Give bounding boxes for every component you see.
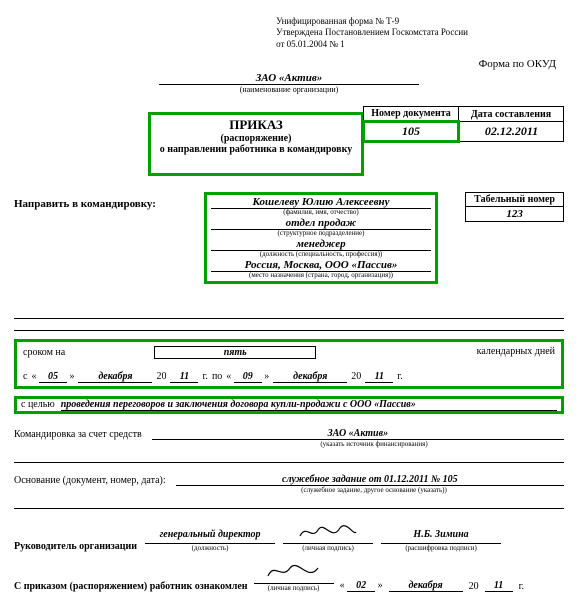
person-department-caption: (структурное подразделение) bbox=[211, 230, 431, 237]
personnel-number-header: Табельный номер bbox=[466, 193, 564, 207]
document-page: Унифицированная форма № Т-9 Утверждена П… bbox=[0, 0, 578, 598]
manager-signature bbox=[283, 522, 373, 544]
funds-extra-line bbox=[14, 462, 564, 463]
purpose-value: проведения переговоров и заключения дого… bbox=[61, 399, 557, 411]
order-title-1: ПРИКАЗ bbox=[151, 117, 361, 133]
purpose-label: с целью bbox=[21, 399, 55, 410]
term-days-tail: календарных дней bbox=[477, 346, 555, 357]
doc-number-date-table: Номер документа Дата составления 105 02.… bbox=[362, 106, 564, 143]
send-label: Направить в командировку: bbox=[14, 198, 156, 210]
doc-number-header: Номер документа bbox=[364, 107, 459, 122]
term-y20-1: 20 bbox=[156, 371, 166, 382]
ack-signature bbox=[254, 562, 334, 584]
person-details-box: Кошелеву Юлию Алексеевну (фамилия, имя, … bbox=[204, 192, 438, 284]
term-row-1: сроком на пять календарных дней bbox=[23, 346, 555, 359]
basis-extra-line bbox=[14, 508, 564, 509]
form-id-line2: Утверждена Постановлением Госкомстата Ро… bbox=[276, 27, 468, 38]
ack-year: 11 bbox=[485, 580, 513, 592]
term-from-year: 11 bbox=[170, 371, 198, 383]
funds-label: Командировка за счет средств bbox=[14, 429, 142, 440]
person-position-caption: (должность (специальность, профессия)) bbox=[211, 251, 431, 258]
ack-month: декабря bbox=[389, 580, 463, 592]
funds-caption: (указать источник финансирования) bbox=[184, 440, 564, 448]
signature-icon bbox=[264, 562, 324, 580]
term-row-2: с « 05 » декабря 20 11 г. по « 09 » дека… bbox=[23, 371, 555, 383]
term-to-day: 09 bbox=[234, 371, 262, 383]
ack-g: г. bbox=[519, 581, 524, 592]
term-from-day: 05 bbox=[39, 371, 67, 383]
term-to-year: 11 bbox=[365, 371, 393, 383]
order-title-3: о направлении работника в командировку bbox=[151, 144, 361, 155]
funds-line: Командировка за счет средств ЗАО «Актив»… bbox=[14, 428, 564, 448]
manager-position: генеральный директор bbox=[145, 529, 275, 544]
doc-date-value: 02.12.2011 bbox=[459, 122, 564, 142]
manager-name-caption: (расшифровка подписи) bbox=[381, 544, 501, 552]
term-label: сроком на bbox=[23, 347, 65, 358]
organization-name: ЗАО «Актив» bbox=[14, 72, 564, 84]
term-days-word: пять bbox=[154, 346, 316, 359]
term-g-2: г. bbox=[397, 371, 402, 382]
ack-y20: 20 bbox=[469, 581, 479, 592]
basis-line: Основание (документ, номер, дата): служе… bbox=[14, 474, 564, 494]
term-y20-2: 20 bbox=[351, 371, 361, 382]
trip-term-box: сроком на пять календарных дней с « 05 »… bbox=[14, 339, 564, 389]
manager-signature-row: Руководитель организации генеральный дир… bbox=[14, 522, 564, 552]
basis-value: служебное задание от 01.12.2011 № 105 bbox=[176, 474, 564, 486]
organization-caption: (наименование организации) bbox=[14, 85, 564, 94]
form-id-line3: от 05.01.2004 № 1 bbox=[276, 39, 468, 50]
acknowledgement-row: С приказом (распоряжением) работник озна… bbox=[14, 562, 564, 592]
ack-label: С приказом (распоряжением) работник озна… bbox=[14, 581, 248, 592]
order-title-box: ПРИКАЗ (распоряжение) о направлении рабо… bbox=[148, 112, 364, 176]
doc-number-value: 105 bbox=[364, 122, 459, 142]
term-to-month: декабря bbox=[273, 371, 347, 383]
person-destination-caption: (место назначения (страна, город, органи… bbox=[211, 272, 431, 279]
manager-name: Н.Б. Зимина bbox=[381, 529, 501, 544]
organization-block: ЗАО «Актив» (наименование организации) bbox=[14, 72, 564, 94]
person-fio-caption: (фамилия, имя, отчество) bbox=[211, 209, 431, 216]
term-from-s: с bbox=[23, 371, 27, 382]
order-title-2: (распоряжение) bbox=[151, 133, 361, 144]
doc-date-header: Дата составления bbox=[459, 107, 564, 122]
ack-day: 02 bbox=[347, 580, 375, 592]
term-from-month: декабря bbox=[78, 371, 152, 383]
personnel-number-value: 123 bbox=[466, 207, 564, 222]
personnel-number-table: Табельный номер 123 bbox=[465, 192, 564, 222]
form-id-block: Унифицированная форма № Т-9 Утверждена П… bbox=[276, 16, 468, 50]
okud-label: Форма по ОКУД bbox=[479, 58, 556, 70]
term-po: по bbox=[212, 371, 222, 382]
ack-signature-caption: (личная подпись) bbox=[254, 584, 334, 592]
separator-line-1 bbox=[14, 318, 564, 319]
manager-label: Руководитель организации bbox=[14, 541, 137, 552]
basis-label: Основание (документ, номер, дата): bbox=[14, 475, 166, 486]
manager-signature-caption: (личная подпись) bbox=[283, 544, 373, 552]
manager-position-caption: (должность) bbox=[145, 544, 275, 552]
form-id-line1: Унифицированная форма № Т-9 bbox=[276, 16, 468, 27]
funds-value: ЗАО «Актив» bbox=[152, 428, 564, 440]
separator-line-2 bbox=[14, 330, 564, 331]
basis-caption: (служебное задание, другое основание (ук… bbox=[184, 486, 564, 494]
signature-icon bbox=[298, 522, 358, 540]
trip-purpose-box: с целью проведения переговоров и заключе… bbox=[14, 396, 564, 414]
term-g-1: г. bbox=[202, 371, 207, 382]
